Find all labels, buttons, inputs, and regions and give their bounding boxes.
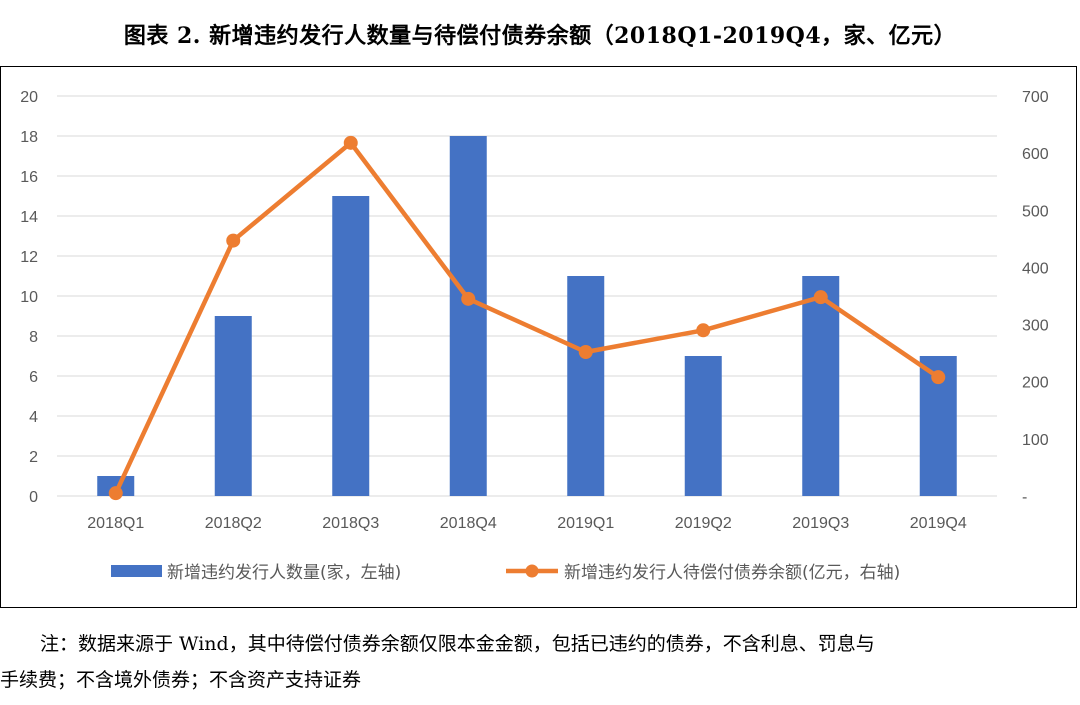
right-tick-label: 100 xyxy=(1022,432,1049,449)
bar xyxy=(802,276,840,496)
right-tick-label: 300 xyxy=(1022,318,1049,335)
source-note: 注：数据来源于 Wind，其中待偿付债券余额仅限本金金额，包括已违约的债券，不含… xyxy=(0,626,1080,698)
left-tick-label: 20 xyxy=(20,89,38,106)
gridlines xyxy=(57,95,997,497)
line-point xyxy=(813,290,828,305)
left-tick-label: 16 xyxy=(20,169,38,186)
x-tick-label: 2018Q1 xyxy=(87,515,144,532)
x-tick-label: 2019Q4 xyxy=(910,515,967,532)
line-point xyxy=(931,370,946,385)
line-series xyxy=(108,135,946,501)
left-axis-ticks: 0 2 4 6 8 10 12 14 16 18 20 xyxy=(20,89,38,506)
x-tick-label: 2018Q2 xyxy=(205,515,262,532)
bar xyxy=(684,356,722,496)
line-point xyxy=(696,323,711,338)
x-axis-ticks: 2018Q1 2018Q2 2018Q3 2018Q4 2019Q1 2019Q2 2019… xyxy=(87,515,967,532)
left-tick-label: 6 xyxy=(29,369,38,386)
x-tick-label: 2019Q1 xyxy=(557,515,614,532)
right-tick-label: 700 xyxy=(1022,89,1049,106)
legend: 新增违约发行人数量(家，左轴) 新增违约发行人待偿付债券余额(亿元，右轴) xyxy=(111,563,900,583)
left-tick-label: 10 xyxy=(20,289,38,306)
line-point xyxy=(343,135,358,150)
legend-line-label: 新增违约发行人待偿付债券余额(亿元，右轴) xyxy=(564,563,900,583)
right-tick-label: 400 xyxy=(1022,260,1049,277)
note-line-1: 注：数据来源于 Wind，其中待偿付债券余额仅限本金金额，包括已违约的债券，不含… xyxy=(40,633,875,655)
left-tick-label: 0 xyxy=(29,489,38,506)
note-line-2: 手续费；不含境外债券；不含资产支持证券 xyxy=(0,669,362,691)
bar xyxy=(567,276,605,496)
bar xyxy=(449,136,487,496)
bar xyxy=(332,196,370,496)
line-path xyxy=(113,140,940,495)
bar xyxy=(97,476,135,496)
bar xyxy=(214,316,252,496)
x-tick-label: 2019Q2 xyxy=(675,515,732,532)
x-tick-label: 2019Q3 xyxy=(792,515,849,532)
left-tick-label: 2 xyxy=(29,449,38,466)
line-point xyxy=(461,291,476,306)
right-tick-label: - xyxy=(1022,489,1027,506)
left-tick-label: 8 xyxy=(29,329,38,346)
line-point xyxy=(108,486,123,501)
right-tick-label: 500 xyxy=(1022,203,1049,220)
left-tick-label: 12 xyxy=(20,249,38,266)
x-tick-label: 2018Q3 xyxy=(322,515,379,532)
left-tick-label: 4 xyxy=(29,409,38,426)
left-tick-label: 18 xyxy=(20,129,38,146)
right-axis-ticks: - 100 200 300 400 500 600 700 xyxy=(1022,89,1049,506)
legend-bar-swatch xyxy=(111,565,162,577)
chart-title: 图表 2. 新增违约发行人数量与待偿付债券余额（2018Q1-2019Q4，家、… xyxy=(123,23,957,49)
chart-frame xyxy=(0,66,1077,608)
left-tick-label: 14 xyxy=(20,209,38,226)
line-point xyxy=(226,233,241,248)
legend-line-marker xyxy=(525,564,539,578)
bar-series xyxy=(97,136,957,496)
line-point xyxy=(578,345,593,359)
x-tick-label: 2018Q4 xyxy=(440,515,497,532)
legend-bar-label: 新增违约发行人数量(家，左轴) xyxy=(167,563,401,583)
right-tick-label: 200 xyxy=(1022,375,1049,392)
right-tick-label: 600 xyxy=(1022,146,1049,163)
